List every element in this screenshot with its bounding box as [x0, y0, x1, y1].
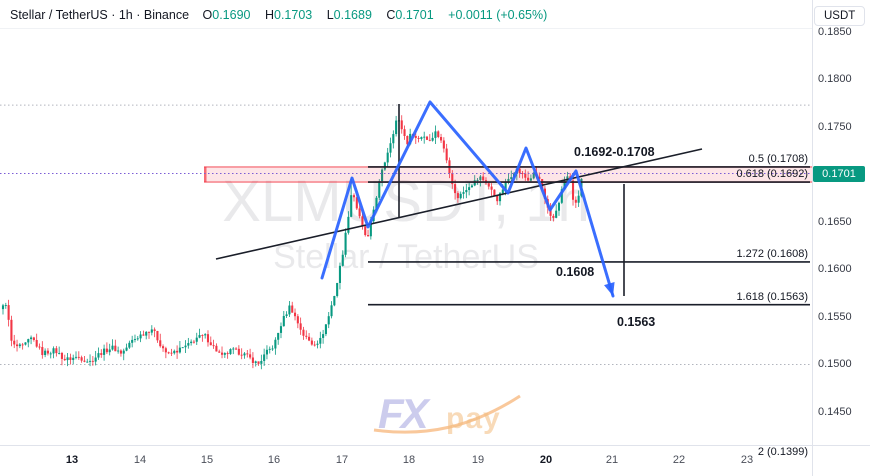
fib-label-0.618[interactable]: 0.618 (0.1692): [736, 168, 808, 181]
ascending-trendline[interactable]: [215, 148, 703, 260]
symbol-legend[interactable]: Stellar / TetherUS · 1h · Binance O0.169…: [10, 8, 551, 22]
time-tick-16: 16: [267, 454, 281, 466]
price-tick: 0.1450: [818, 405, 852, 418]
fib-retracement-lines[interactable]: [368, 166, 810, 306]
target-annotation-0.1608[interactable]: 0.1608: [556, 265, 595, 279]
symbol-title[interactable]: Stellar / TetherUS · 1h · Binance: [10, 8, 190, 22]
supply-zone-annotation[interactable]: 0.1692-0.1708: [574, 145, 655, 159]
close-label: C: [386, 8, 396, 22]
price-tick: 0.1600: [818, 263, 852, 275]
price-tick: 0.1650: [818, 215, 852, 228]
time-tick-14: 14: [133, 454, 147, 466]
time-tick-23: 23: [740, 454, 754, 466]
time-tick-22: 22: [672, 454, 686, 466]
fxpay-fx-text: FX: [378, 390, 429, 437]
low-label: L: [326, 8, 334, 22]
target-annotation-0.1563[interactable]: 0.1563: [617, 315, 656, 329]
low-value: 0.1689: [333, 8, 372, 22]
time-tick-15: 15: [200, 454, 214, 466]
current-price-badge: 0.1701: [813, 165, 865, 182]
high-value: 0.1703: [274, 8, 313, 22]
time-scale[interactable]: 13 14 15 16 17 18 19 20 21 22 23: [0, 445, 812, 476]
time-tick-13: 13: [65, 454, 79, 466]
time-tick-18: 18: [402, 454, 416, 466]
fib-label-2[interactable]: 2 (0.1399): [757, 446, 808, 459]
open-label: O: [202, 8, 213, 22]
time-tick-21: 21: [605, 454, 619, 466]
vertical-measure-lines[interactable]: [398, 104, 625, 296]
change-value: +0.0011 (+0.65%): [448, 8, 548, 22]
range-dotted-lines: [0, 104, 812, 365]
arrowhead-icon: [604, 281, 615, 296]
price-tick: 0.1800: [818, 73, 852, 85]
currency-unit-badge[interactable]: USDT: [814, 6, 866, 26]
fib-label-1.272[interactable]: 1.272 (0.1608): [736, 247, 808, 260]
fib-label-1.618[interactable]: 1.618 (0.1563): [736, 290, 808, 303]
fxpay-pay-text: pay: [446, 402, 501, 435]
fxpay-logo: FX pay: [372, 390, 522, 440]
price-tick: 0.1500: [818, 358, 852, 370]
high-label: H: [264, 8, 274, 22]
price-tick: 0.1850: [818, 25, 852, 38]
elliott-wave-zigzag[interactable]: [320, 100, 615, 298]
close-value: 0.1701: [395, 8, 434, 22]
time-tick-20: 20: [539, 454, 553, 466]
open-value: 0.1690: [212, 8, 251, 22]
time-tick-17: 17: [335, 454, 349, 466]
supply-zone[interactable]: [204, 166, 812, 183]
price-scale[interactable]: USDT 0.1850 0.1800 0.1750 0.1650 0.1600 …: [812, 0, 870, 445]
price-tick: 0.1750: [818, 120, 852, 133]
fib-label-0.5[interactable]: 0.5 (0.1708): [748, 152, 808, 165]
watermark-pair: Stellar / TetherUS: [273, 238, 539, 276]
candles-layer: [1, 105, 583, 370]
price-tick: 0.1550: [818, 310, 852, 323]
fxpay-swoosh-icon: [373, 394, 521, 434]
time-tick-19: 19: [471, 454, 485, 466]
